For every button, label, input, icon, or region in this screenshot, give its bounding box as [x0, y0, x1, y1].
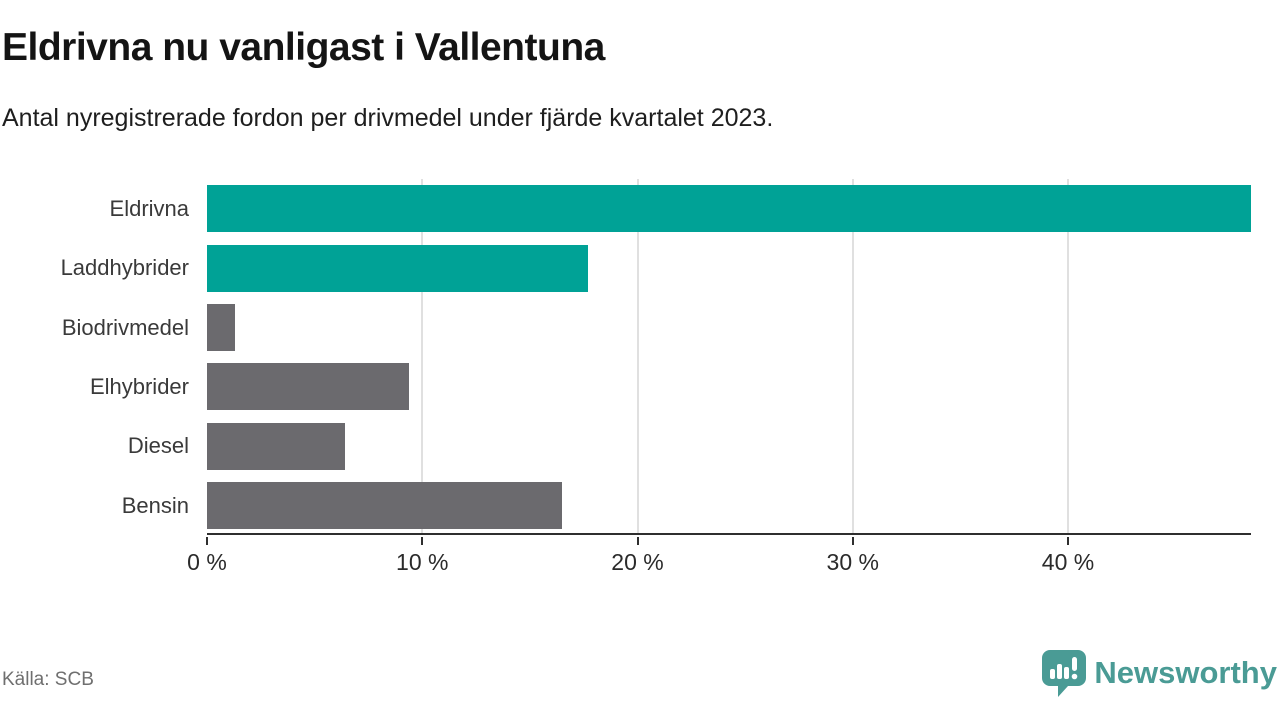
bar-elhybrider: [207, 363, 410, 411]
tick-label-0: 0 %: [187, 549, 227, 575]
tick-label-20: 20 %: [611, 549, 664, 575]
category-label-bensin: Bensin: [121, 492, 189, 518]
newsworthy-wordmark: Newsworthy: [1094, 655, 1277, 690]
tick-mark-10: [421, 537, 424, 545]
newsworthy-logo: Newsworthy: [1041, 649, 1277, 697]
tick-mark-40: [1067, 537, 1070, 545]
tick-label-40: 40 %: [1041, 549, 1095, 575]
bar-laddhybrider: [207, 244, 588, 292]
bar-bensin: [207, 481, 563, 529]
bar-diesel: [207, 422, 345, 470]
tick-mark-0: [206, 537, 208, 545]
category-label-diesel: Diesel: [127, 433, 189, 459]
page-subtitle: Antal nyregistrerade fordon per drivmede…: [2, 104, 774, 132]
category-axis-labels: Eldrivna Laddhybrider Biodrivmedel Elhybrid…: [0, 179, 189, 535]
gridline-40: [1067, 179, 1070, 533]
tick-label-10: 10 %: [396, 549, 449, 575]
tick-mark-20: [636, 537, 639, 545]
gridline-20: [636, 179, 639, 533]
category-label-biodrivmedel: Biodrivmedel: [61, 314, 189, 340]
category-label-elhybrider: Elhybrider: [89, 374, 189, 399]
page-title: Eldrivna nu vanligast i Vallentuna: [2, 26, 605, 69]
gridline-10: [421, 179, 424, 533]
gridline-30: [851, 179, 854, 533]
bar-chart-plot: 0 % 10 % 20 % 30 % 40 %: [187, 179, 1251, 575]
newsworthy-bubble-chart-icon: [1042, 650, 1087, 697]
source-label: Källa: SCB: [2, 669, 94, 690]
tick-label-30: 30 %: [826, 549, 879, 575]
category-label-laddhybrider: Laddhybrider: [60, 255, 189, 281]
bar-eldrivna: [207, 185, 1251, 233]
bar-biodrivmedel: [207, 303, 235, 351]
category-label-eldrivna: Eldrivna: [109, 196, 189, 221]
tick-mark-30: [851, 537, 854, 545]
